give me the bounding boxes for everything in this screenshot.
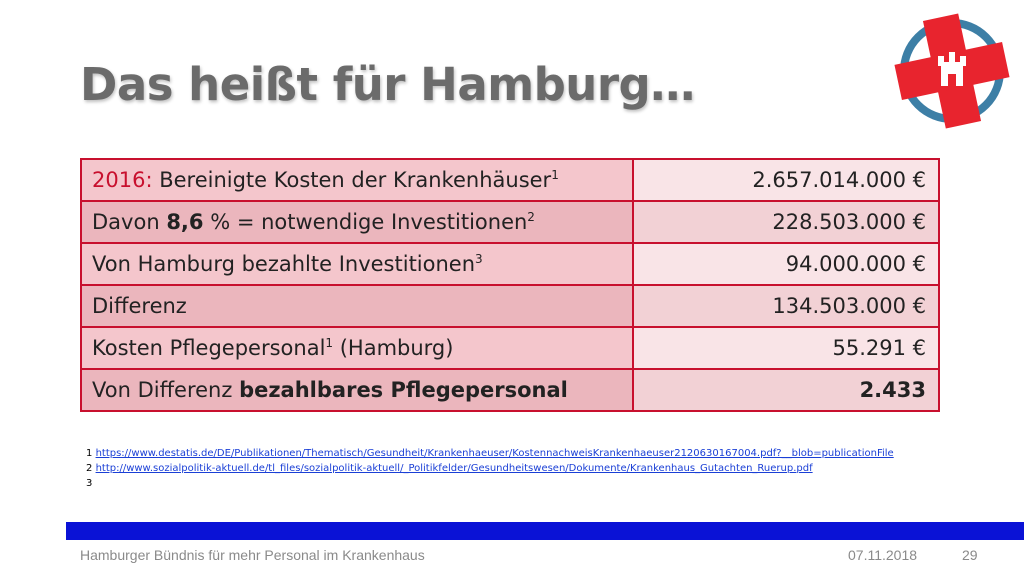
year-label: 2016: <box>92 168 153 192</box>
table-row: Differenz 134.503.000 € <box>80 284 940 328</box>
row-value: 94.000.000 € <box>632 242 940 286</box>
row-label: 2016: Bereinigte Kosten der Krankenhäuse… <box>80 158 634 202</box>
row-value: 2.433 <box>632 368 940 412</box>
footnote-2: 2 http://www.sozialpolitik-aktuell.de/tl… <box>86 463 813 474</box>
cost-table: 2016: Bereinigte Kosten der Krankenhäuse… <box>80 158 940 412</box>
table-row: Von Differenz bezahlbares Pflegepersonal… <box>80 368 940 412</box>
row-label: Differenz <box>80 284 634 328</box>
footer-organization: Hamburger Bündnis für mehr Personal im K… <box>80 547 425 563</box>
footnote-link-2[interactable]: http://www.sozialpolitik-aktuell.de/tl_f… <box>95 463 813 474</box>
row-label: Davon 8,6 % = notwendige Investitionen2 <box>80 200 634 244</box>
footnote-1: 1 https://www.destatis.de/DE/Publikation… <box>86 448 894 459</box>
page-number: 29 <box>962 547 978 563</box>
footer-bar <box>66 522 1024 540</box>
table-row: Von Hamburg bezahlte Investitionen3 94.0… <box>80 242 940 286</box>
slide-title: Das heißt für Hamburg… <box>80 58 695 111</box>
table-row: Kosten Pflegepersonal1 (Hamburg) 55.291 … <box>80 326 940 370</box>
footnotes: 1 https://www.destatis.de/DE/Publikation… <box>86 446 894 491</box>
table-row: Davon 8,6 % = notwendige Investitionen2 … <box>80 200 940 244</box>
footnote-3: 3 <box>86 478 93 489</box>
row-value: 55.291 € <box>632 326 940 370</box>
row-label: Kosten Pflegepersonal1 (Hamburg) <box>80 326 634 370</box>
footer-date: 07.11.2018 <box>848 547 918 563</box>
footnote-link-1[interactable]: https://www.destatis.de/DE/Publikationen… <box>95 448 894 459</box>
row-value: 228.503.000 € <box>632 200 940 244</box>
row-label: Von Differenz bezahlbares Pflegepersonal <box>80 368 634 412</box>
row-label: Von Hamburg bezahlte Investitionen3 <box>80 242 634 286</box>
row-value: 134.503.000 € <box>632 284 940 328</box>
row-value: 2.657.014.000 € <box>632 158 940 202</box>
hamburg-cross-logo <box>894 13 1010 129</box>
table-row: 2016: Bereinigte Kosten der Krankenhäuse… <box>80 158 940 202</box>
